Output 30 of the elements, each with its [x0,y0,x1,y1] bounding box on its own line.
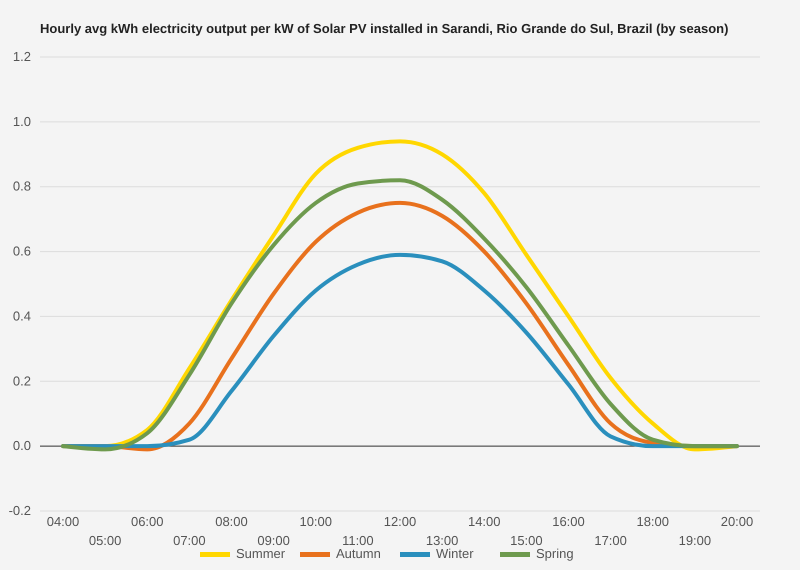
x-tick-label: 17:00 [594,533,627,548]
x-tick-label: 19:00 [678,533,712,548]
x-tick-label: 07:00 [173,533,206,548]
x-tick-label: 06:00 [130,514,164,529]
y-tick-label: -0.2 [8,503,31,518]
legend-label: Summer [236,546,286,561]
chart-title: Hourly avg kWh electricity output per kW of Solar PV installed in Sarandi, Rio Grande do Sul, Brazil (by season) [40,21,728,36]
legend-label: Spring [536,546,574,561]
x-tick-label: 10:00 [299,514,332,529]
y-tick-label: 0.0 [12,438,31,454]
x-tick-label: 05:00 [88,533,122,548]
x-tick-label: 11:00 [342,533,374,548]
x-tick-label: 15:00 [510,533,543,548]
y-tick-label: 0.4 [12,308,31,324]
x-tick-label: 09:00 [257,533,290,548]
x-tick-label: 14:00 [468,514,501,529]
legend-label: Autumn [336,546,381,561]
x-tick-label: 16:00 [552,514,585,529]
x-tick-label: 20:00 [720,514,754,529]
y-tick-label: 0.2 [12,373,31,388]
x-tick-label: 12:00 [384,514,416,529]
y-tick-label: 0.6 [12,244,31,259]
y-tick-label: 0.8 [12,178,31,194]
x-tick-label: 04:00 [46,514,80,529]
y-tick-label: 1.2 [12,49,31,64]
x-tick-label: 08:00 [215,514,248,529]
y-tick-label: 1.0 [12,114,31,129]
x-tick-label: 13:00 [426,533,458,548]
legend-label: Winter [436,546,474,561]
x-tick-label: 18:00 [636,514,670,529]
